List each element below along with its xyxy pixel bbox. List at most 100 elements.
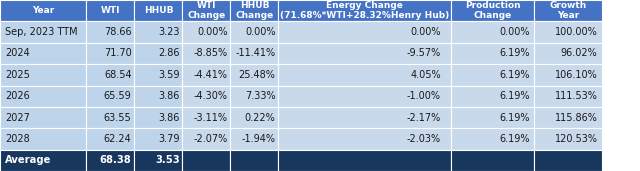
Bar bbox=[134, 43, 182, 64]
Bar bbox=[182, 107, 230, 128]
Text: 115.86%: 115.86% bbox=[555, 113, 598, 123]
Bar bbox=[534, 128, 602, 150]
Bar bbox=[230, 64, 278, 86]
Bar bbox=[451, 150, 534, 171]
Bar bbox=[86, 43, 134, 64]
Text: 68.38: 68.38 bbox=[100, 155, 132, 165]
Bar bbox=[230, 21, 278, 43]
Bar bbox=[230, 107, 278, 128]
Text: 3.86: 3.86 bbox=[158, 91, 179, 101]
Bar bbox=[534, 21, 602, 43]
Bar bbox=[534, 150, 602, 171]
Bar bbox=[278, 107, 451, 128]
Text: HHUB: HHUB bbox=[143, 6, 173, 15]
Text: 6.19%: 6.19% bbox=[499, 48, 529, 58]
Text: Energy Change
(71.68%*WTI+28.32%Henry Hub): Energy Change (71.68%*WTI+28.32%Henry Hu… bbox=[280, 1, 449, 20]
Bar bbox=[0, 150, 86, 171]
Bar bbox=[230, 128, 278, 150]
Bar bbox=[534, 0, 602, 21]
Bar bbox=[278, 86, 451, 107]
Bar bbox=[534, 107, 602, 128]
Bar bbox=[86, 21, 134, 43]
Text: -2.03%: -2.03% bbox=[406, 134, 441, 144]
Text: 25.48%: 25.48% bbox=[239, 70, 276, 80]
Text: 106.10%: 106.10% bbox=[555, 70, 598, 80]
Text: 7.33%: 7.33% bbox=[245, 91, 276, 101]
Bar bbox=[451, 128, 534, 150]
Text: -1.00%: -1.00% bbox=[407, 91, 441, 101]
Text: 65.59: 65.59 bbox=[104, 91, 132, 101]
Text: 120.53%: 120.53% bbox=[555, 134, 598, 144]
Bar bbox=[278, 128, 451, 150]
Text: 0.00%: 0.00% bbox=[499, 27, 529, 37]
Text: 78.66: 78.66 bbox=[104, 27, 132, 37]
Text: 3.23: 3.23 bbox=[158, 27, 179, 37]
Bar bbox=[0, 0, 86, 21]
Text: 3.53: 3.53 bbox=[155, 155, 179, 165]
Text: 100.00%: 100.00% bbox=[555, 27, 598, 37]
Text: 2024: 2024 bbox=[5, 48, 30, 58]
Text: 6.19%: 6.19% bbox=[499, 134, 529, 144]
Text: 3.86: 3.86 bbox=[158, 113, 179, 123]
Text: 0.22%: 0.22% bbox=[244, 113, 276, 123]
Bar bbox=[0, 128, 86, 150]
Bar bbox=[86, 107, 134, 128]
Text: -2.07%: -2.07% bbox=[193, 134, 228, 144]
Text: 2028: 2028 bbox=[5, 134, 30, 144]
Text: -8.85%: -8.85% bbox=[193, 48, 228, 58]
Text: 96.02%: 96.02% bbox=[561, 48, 598, 58]
Bar bbox=[0, 64, 86, 86]
Text: 4.05%: 4.05% bbox=[410, 70, 441, 80]
Text: -4.41%: -4.41% bbox=[193, 70, 228, 80]
Bar bbox=[134, 86, 182, 107]
Bar bbox=[451, 0, 534, 21]
Bar bbox=[182, 128, 230, 150]
Bar bbox=[451, 86, 534, 107]
Text: 3.59: 3.59 bbox=[158, 70, 179, 80]
Bar bbox=[534, 64, 602, 86]
Text: WTI
Change: WTI Change bbox=[188, 1, 225, 20]
Text: 2025: 2025 bbox=[5, 70, 30, 80]
Bar bbox=[86, 128, 134, 150]
Bar bbox=[230, 86, 278, 107]
Bar bbox=[86, 0, 134, 21]
Text: 6.19%: 6.19% bbox=[499, 91, 529, 101]
Text: 111.53%: 111.53% bbox=[555, 91, 598, 101]
Text: 6.19%: 6.19% bbox=[499, 70, 529, 80]
Bar bbox=[230, 43, 278, 64]
Bar bbox=[134, 0, 182, 21]
Bar bbox=[182, 21, 230, 43]
Bar bbox=[451, 43, 534, 64]
Bar bbox=[534, 86, 602, 107]
Bar bbox=[134, 64, 182, 86]
Text: 6.19%: 6.19% bbox=[499, 113, 529, 123]
Text: Average: Average bbox=[5, 155, 52, 165]
Bar bbox=[86, 64, 134, 86]
Bar bbox=[451, 107, 534, 128]
Text: -11.41%: -11.41% bbox=[236, 48, 276, 58]
Bar bbox=[534, 43, 602, 64]
Text: 0.00%: 0.00% bbox=[197, 27, 228, 37]
Bar bbox=[0, 86, 86, 107]
Bar bbox=[86, 86, 134, 107]
Bar bbox=[230, 150, 278, 171]
Text: Production
Change: Production Change bbox=[465, 1, 520, 20]
Bar bbox=[278, 43, 451, 64]
Bar bbox=[182, 0, 230, 21]
Text: 62.24: 62.24 bbox=[104, 134, 132, 144]
Bar bbox=[278, 21, 451, 43]
Bar bbox=[0, 107, 86, 128]
Text: 2027: 2027 bbox=[5, 113, 30, 123]
Text: 2.86: 2.86 bbox=[158, 48, 179, 58]
Text: Year: Year bbox=[32, 6, 54, 15]
Bar bbox=[0, 21, 86, 43]
Text: 63.55: 63.55 bbox=[104, 113, 132, 123]
Bar bbox=[278, 0, 451, 21]
Bar bbox=[230, 0, 278, 21]
Bar bbox=[0, 43, 86, 64]
Text: Growth
Year: Growth Year bbox=[549, 1, 587, 20]
Text: -3.11%: -3.11% bbox=[193, 113, 228, 123]
Text: Sep, 2023 TTM: Sep, 2023 TTM bbox=[5, 27, 78, 37]
Text: 2026: 2026 bbox=[5, 91, 30, 101]
Bar bbox=[278, 64, 451, 86]
